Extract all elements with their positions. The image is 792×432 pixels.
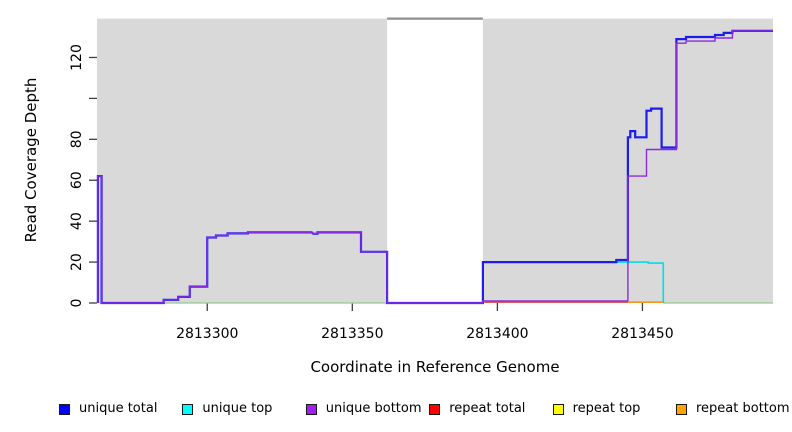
legend-item-repeat-top: repeat top [552,400,641,418]
legend-swatch [429,403,441,415]
legend-item-unique-total: unique total [59,400,157,418]
x-tick-label: 2813450 [611,326,673,342]
legend-item-unique-top: unique top [182,400,272,418]
legend-item-unique-bottom: unique bottom [305,400,422,418]
series-line-unique-bottom [97,30,773,304]
x-axis-title: Coordinate in Reference Genome [310,358,560,376]
legend-swatch [676,403,687,415]
legend-label: repeat bottom [696,401,790,416]
legend-swatch [552,403,564,415]
legend-label: unique total [79,401,158,416]
legend-swatch [305,403,317,415]
y-tick-label: 0 [69,299,85,308]
covered-region [97,18,388,303]
x-tick-label: 2813300 [176,326,238,342]
legend-swatch [182,403,194,415]
y-tick-label: 80 [69,130,85,148]
y-tick-label: 20 [69,253,85,271]
legend: unique total unique top unique bottom repea… [0,400,792,420]
legend-item-repeat-total: repeat total [429,400,525,418]
x-tick-label: 2813400 [466,326,528,342]
legend-label: repeat top [572,401,641,416]
y-tick-label: 40 [69,212,85,230]
legend-item-repeat-bottom: repeat bottom [676,400,790,418]
y-tick-label: 60 [69,171,85,189]
y-tick-label: 120 [69,44,85,71]
legend-swatch [59,403,70,415]
legend-label: unique top [202,401,273,416]
legend-label: unique bottom [325,401,422,416]
x-tick-label: 2813350 [321,326,383,342]
legend-label: repeat total [449,401,526,416]
y-axis-title: Read Coverage Depth [22,77,40,243]
